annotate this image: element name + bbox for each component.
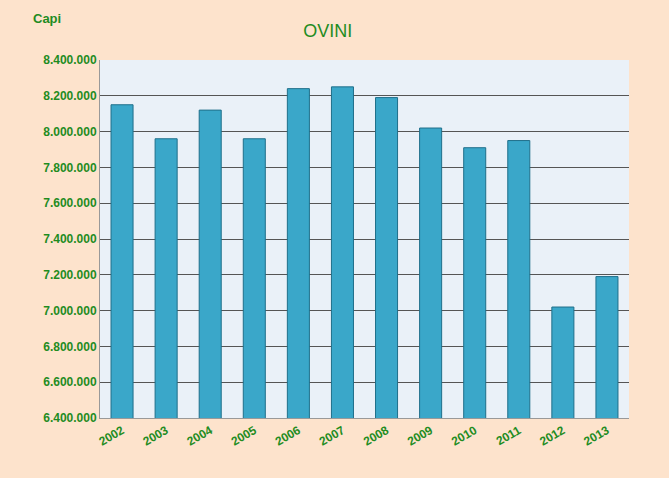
svg-text:2004: 2004 [185, 423, 215, 449]
svg-text:2006: 2006 [273, 423, 303, 449]
svg-text:7.800.000: 7.800.000 [43, 161, 97, 175]
svg-text:2010: 2010 [449, 423, 479, 449]
svg-text:2003: 2003 [141, 423, 171, 449]
svg-text:8.400.000: 8.400.000 [43, 53, 97, 67]
svg-text:7.600.000: 7.600.000 [43, 196, 97, 210]
svg-text:2005: 2005 [229, 423, 259, 449]
svg-text:OVINI: OVINI [303, 21, 352, 41]
svg-text:6.600.000: 6.600.000 [43, 375, 97, 389]
svg-text:2013: 2013 [581, 423, 611, 449]
svg-text:8.000.000: 8.000.000 [43, 125, 97, 139]
svg-text:Capi: Capi [33, 11, 61, 26]
svg-text:7.400.000: 7.400.000 [43, 232, 97, 246]
svg-text:8.200.000: 8.200.000 [43, 89, 97, 103]
svg-text:6.800.000: 6.800.000 [43, 340, 97, 354]
svg-text:2008: 2008 [361, 423, 391, 449]
svg-text:6.400.000: 6.400.000 [43, 411, 97, 425]
svg-text:2002: 2002 [96, 423, 126, 449]
svg-text:2011: 2011 [494, 423, 524, 448]
svg-text:2009: 2009 [405, 423, 435, 449]
svg-text:7.000.000: 7.000.000 [43, 304, 97, 318]
svg-text:7.200.000: 7.200.000 [43, 268, 97, 282]
svg-text:2012: 2012 [537, 423, 567, 449]
svg-text:2007: 2007 [317, 423, 347, 449]
